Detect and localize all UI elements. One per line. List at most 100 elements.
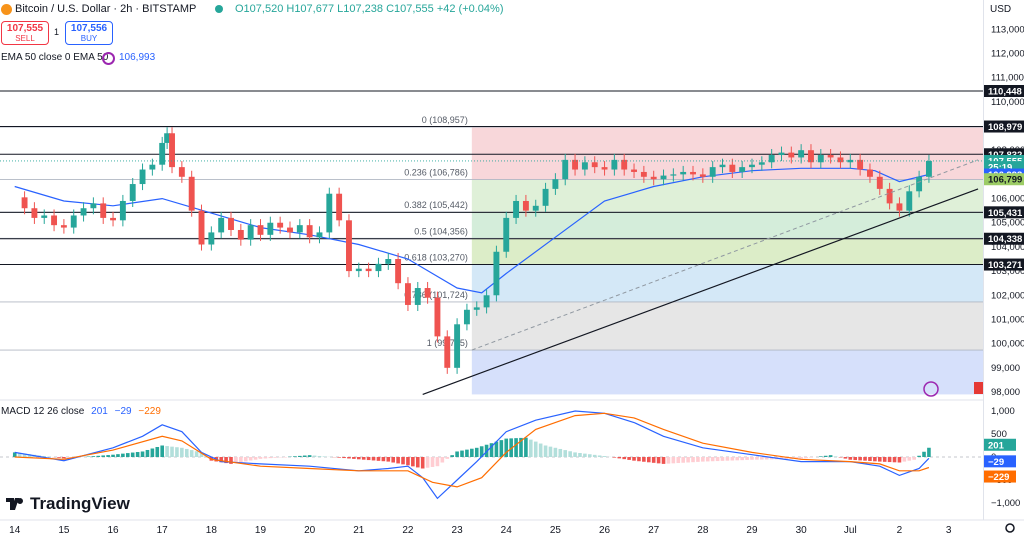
market-status-dot xyxy=(215,5,223,13)
price-badge xyxy=(984,173,1024,186)
fibonacci-retracement: 0 (108,957) 0.236 (106,786) 0.382 (105,442… xyxy=(0,115,983,395)
macd-histogram-bar xyxy=(912,457,916,460)
macd-histogram-bar xyxy=(425,457,430,468)
macd-histogram-bar xyxy=(445,457,450,459)
time-tick-label: 20 xyxy=(304,525,316,535)
macd-histogram-bar xyxy=(622,457,627,460)
buy-label: BUY xyxy=(80,34,98,43)
macd-histogram-bar xyxy=(863,457,867,461)
ema-settings-icon[interactable] xyxy=(102,52,115,65)
macd-histogram-bar xyxy=(681,457,685,463)
macd-histogram-bar xyxy=(396,457,400,464)
price-badge xyxy=(984,258,1024,271)
macd-histogram-bar xyxy=(715,457,720,462)
macd-histogram-bar xyxy=(877,457,882,462)
macd-histogram-bar xyxy=(229,457,233,464)
candle-body xyxy=(729,164,736,172)
macd-histogram-bar xyxy=(366,457,371,461)
candle-body xyxy=(768,155,775,163)
macd-histogram-bar xyxy=(22,453,27,457)
currency-label[interactable]: USD xyxy=(990,4,1012,15)
macd-histogram-bar xyxy=(199,452,204,457)
candle-body xyxy=(287,227,293,233)
price-tick-label: 105,000 xyxy=(991,218,1024,229)
macd-histogram-bar xyxy=(769,457,774,460)
time-tick-label: 16 xyxy=(107,525,119,535)
macd-histogram-bar xyxy=(676,457,681,464)
price-badge xyxy=(984,120,1024,133)
candle-body xyxy=(414,288,421,305)
ema-value: 106,993 xyxy=(119,52,156,63)
macd-histogram-bar xyxy=(243,457,248,462)
macd-histogram-bar xyxy=(135,452,140,457)
macd-histogram-bar xyxy=(538,443,543,457)
price-tick-label: 104,000 xyxy=(991,242,1024,253)
macd-histogram-bar xyxy=(696,457,700,462)
candle-body xyxy=(164,133,171,143)
symbol-icon xyxy=(1,4,12,15)
macd-histogram-bar xyxy=(804,457,808,459)
chart-title[interactable]: Bitcoin / U.S. Dollar · 2h · BITSTAMP xyxy=(15,3,197,15)
candle-body xyxy=(758,162,765,165)
macd-histogram-bar xyxy=(701,457,705,462)
sell-button[interactable]: 107,555 SELL xyxy=(1,21,49,45)
macd-histogram-bar xyxy=(219,457,223,463)
macd-histogram-bar xyxy=(96,455,101,457)
macd-histogram-bar xyxy=(337,457,341,458)
macd-histogram-bar xyxy=(578,453,582,457)
macd-histogram-bar xyxy=(376,457,381,461)
candle-body xyxy=(218,217,225,233)
candle-body xyxy=(778,152,785,156)
macd-histogram-bar xyxy=(116,454,120,457)
macd-histogram-bar xyxy=(165,446,169,457)
macd-legend[interactable]: MACD 12 26 close 201 −29 −229 xyxy=(1,406,161,417)
fib-zone-0.382 xyxy=(471,212,983,239)
candle-body xyxy=(316,232,323,238)
macd-badge-label: −29 xyxy=(988,457,1004,468)
time-tick-label: 19 xyxy=(255,525,267,535)
price-badge xyxy=(984,206,1024,219)
candle-body xyxy=(621,159,628,170)
candle-body xyxy=(454,324,461,368)
ema-legend[interactable]: EMA 50 close 0 EMA 50 xyxy=(1,52,109,63)
macd-histogram-bar xyxy=(155,446,160,457)
macd-histogram-bar xyxy=(499,440,504,457)
macd-histogram-bar xyxy=(415,457,420,468)
candle-body xyxy=(434,297,441,337)
macd-histogram-bar xyxy=(828,455,833,457)
macd-histogram-bar xyxy=(873,457,877,462)
macd-histogram-bar xyxy=(897,457,902,463)
macd-histogram-bar xyxy=(671,457,676,464)
macd-histogram-bar xyxy=(106,455,110,457)
macd-histogram-bar xyxy=(420,457,425,469)
macd-histogram-bar xyxy=(234,457,238,464)
candle-body xyxy=(31,208,38,218)
candle-body xyxy=(817,155,824,163)
macd-histogram-bar xyxy=(853,457,858,461)
time-tick-label: 15 xyxy=(58,525,70,535)
candle-body xyxy=(326,193,333,233)
macd-histogram-bar xyxy=(386,457,391,462)
macd-histogram-bar xyxy=(258,457,263,459)
macd-histogram-bar xyxy=(474,447,479,457)
macd-histogram-bar xyxy=(882,457,887,462)
macd-histogram-bar xyxy=(101,455,106,457)
buy-button[interactable]: 107,556 BUY xyxy=(65,21,113,45)
ohlc-readout: O107,520 H107,677 L107,238 C107,555 +42 … xyxy=(235,3,504,15)
macd-pane xyxy=(0,410,983,500)
price-badge-label: 25:19 xyxy=(988,163,1012,174)
price-tick-label: 101,000 xyxy=(991,314,1024,325)
macd-histogram-bar xyxy=(62,457,66,459)
macd-histogram-bar xyxy=(460,450,464,457)
macd-histogram-bar xyxy=(764,457,769,460)
candle-body xyxy=(188,176,195,211)
price-badge-label: 108,979 xyxy=(988,122,1022,133)
macd-histogram-bar xyxy=(361,457,366,460)
candle-body xyxy=(247,225,254,240)
candle-body xyxy=(867,169,873,177)
candle-body xyxy=(542,188,549,206)
candle-body xyxy=(601,167,608,170)
macd-histogram-bar xyxy=(666,457,671,464)
time-tick-label: 22 xyxy=(402,525,414,535)
